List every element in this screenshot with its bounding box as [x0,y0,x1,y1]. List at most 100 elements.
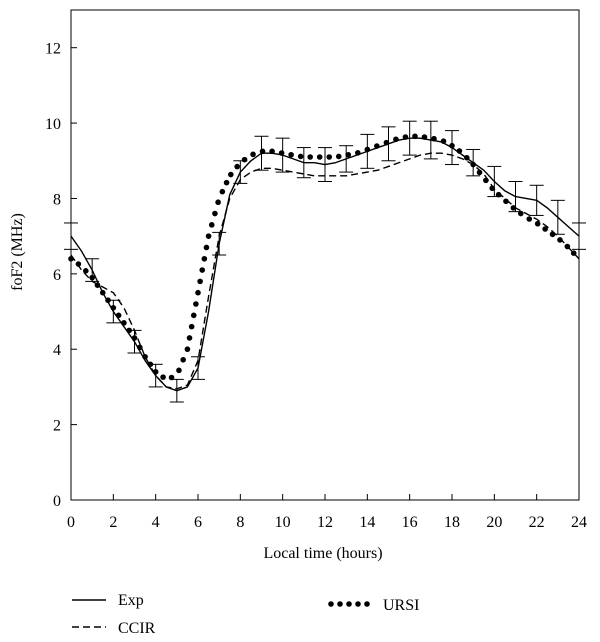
ursi-point [288,151,294,158]
ursi-point [440,138,447,144]
ursi-point [126,327,133,334]
ursi-point [212,210,218,217]
ursi-point [393,136,399,143]
y-tick-label: 0 [53,493,61,510]
ursi-point [483,177,489,184]
legend-exp-label: Exp [118,592,144,609]
x-tick-label: 24 [571,514,587,531]
x-tick-label: 14 [359,514,375,531]
legend-ursi-dot [337,601,343,607]
ursi-point [549,231,556,238]
ursi-point [195,289,201,296]
ursi-point [205,233,212,239]
ursi-point [355,150,361,156]
ursi-point [152,369,159,375]
ursi-point [364,146,371,153]
legend-ursi-dot [355,601,361,607]
ursi-point [75,261,82,267]
legend: Exp CCIR URSI [72,592,419,637]
ursi-point [241,156,248,163]
ursi-point [449,142,455,149]
x-axis-label: Local time (hours) [263,545,382,562]
y-tick-label: 4 [53,342,61,359]
ursi-point [68,255,74,262]
ursi-point [402,134,409,140]
ursi-point [208,222,215,228]
ursi-point [136,344,143,351]
ursi-point [570,250,577,256]
ursi-point [121,320,127,326]
ursi-point [456,148,463,154]
ursi-point [168,374,175,381]
ursi-point [110,304,117,311]
legend-ursi-swatch [328,601,370,607]
ursi-point [526,216,533,222]
ursi-point [557,237,563,243]
ursi-point [297,153,304,160]
ursi-point [228,171,234,178]
legend-ursi-dot [364,601,370,607]
x-tick-label: 16 [402,514,418,531]
exp-line [70,137,580,392]
ursi-point [412,133,418,140]
ursi-point [489,185,496,192]
ursi-point [542,226,548,232]
ursi-point [510,205,517,211]
ursi-point [89,274,95,281]
ursi-point [131,335,138,341]
ursi-point [345,151,352,158]
ursi-point [269,148,275,155]
ursi-point [142,353,148,360]
ursi-point [223,179,230,186]
ursi-point [199,267,206,273]
ursi-point [105,297,111,304]
series-layer [68,133,580,392]
ursi-point [564,243,571,250]
ursi-point [190,312,197,319]
ursi-point [503,198,509,205]
x-tick-label: 10 [275,514,291,531]
y-axis-label: foF2 (MHz) [9,213,26,291]
x-tick-label: 2 [109,514,117,531]
ursi-point [176,367,182,374]
ursi-point [197,278,203,285]
ursi-point [193,301,199,307]
ursi-point [201,255,208,262]
y-tick-label: 2 [53,418,61,435]
ursi-point [374,143,380,149]
ursi-point [184,346,191,353]
ursi-point [326,154,333,160]
ursi-point [464,154,470,161]
legend-ursi-dot [346,601,352,607]
ursi-point [180,356,186,363]
x-tick-label: 20 [486,514,502,531]
ursi-point [94,282,101,288]
ursi-point [215,199,221,206]
x-tick-label: 12 [317,514,333,531]
error-bars [64,120,586,403]
ursi-point [470,161,476,168]
ursi-point [534,220,541,227]
legend-ursi-dot [328,601,334,607]
ursi-point [316,154,323,160]
legend-ccir-label: CCIR [118,620,156,637]
ursi-point [99,289,106,296]
ursi-point [203,244,210,251]
x-tick-label: 18 [444,514,460,531]
plot-frame [70,9,580,501]
ursi-point [250,151,256,158]
ursi-point [234,163,240,170]
ursi-point [431,135,437,142]
ursi-point [476,169,483,176]
x-tick-label: 8 [236,514,244,531]
x-tick-label: 4 [152,514,160,531]
ursi-point [83,268,89,274]
ursi-point [383,139,390,146]
ursi-point [421,134,428,140]
y-tick-label: 12 [45,41,61,58]
ursi-point [147,361,154,368]
ursi-point [188,323,195,330]
ursi-point [517,210,524,217]
